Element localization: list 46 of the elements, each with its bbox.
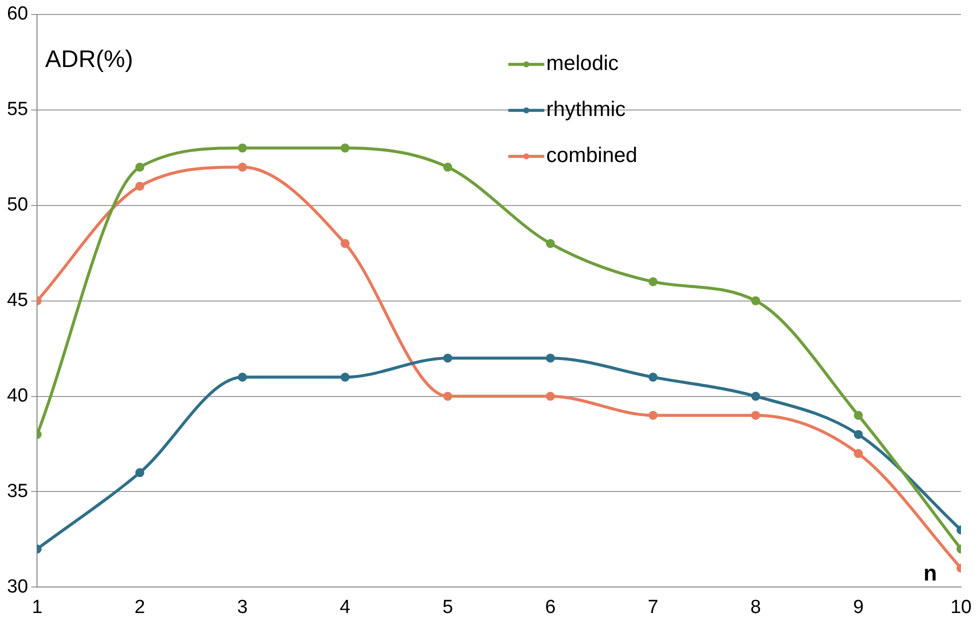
point (854, 410, 863, 420)
x-tick-label: 6 (545, 596, 556, 618)
point (648, 410, 658, 420)
point (340, 239, 350, 248)
x-axis-title: n (924, 560, 937, 586)
point (546, 239, 555, 248)
y-tick-label: 55 (6, 99, 28, 120)
x-tick-label: 9 (853, 596, 864, 618)
y-tick-label: 60 (6, 4, 28, 25)
y-tick-label: 30 (6, 576, 28, 598)
x-tick-label: 3 (237, 596, 248, 618)
y-tick-label: 45 (6, 290, 28, 312)
point (135, 162, 144, 172)
x-tick-label: 4 (340, 596, 351, 618)
point (751, 296, 760, 306)
x-tick-label: 2 (134, 596, 146, 618)
point (340, 372, 350, 382)
point (340, 144, 350, 153)
y-tick-label: 40 (6, 386, 28, 406)
point (751, 392, 760, 401)
point (648, 372, 658, 382)
point (648, 277, 658, 286)
point (238, 372, 247, 382)
point (135, 182, 144, 191)
point (546, 354, 555, 363)
x-tick-label: 10 (950, 596, 972, 618)
x-tick-label: 5 (442, 596, 454, 618)
point (443, 354, 452, 363)
legend-label: melodic (546, 52, 619, 76)
y-tick-label: 35 (6, 480, 28, 502)
legend-label: combined (546, 144, 638, 168)
point (854, 430, 863, 439)
x-tick-label: 7 (648, 596, 658, 618)
point (238, 162, 247, 172)
y-tick-label: 50 (6, 194, 28, 216)
point (546, 392, 555, 401)
y-axis-title: ADR(%) (45, 46, 134, 74)
point (751, 410, 760, 420)
point (443, 392, 452, 401)
legend-label: rhythmic (546, 98, 626, 122)
x-tick-label: 1 (32, 596, 42, 618)
x-tick-label: 8 (750, 596, 761, 618)
point (443, 162, 452, 172)
point (238, 144, 247, 153)
point (135, 468, 144, 478)
point (854, 449, 863, 458)
